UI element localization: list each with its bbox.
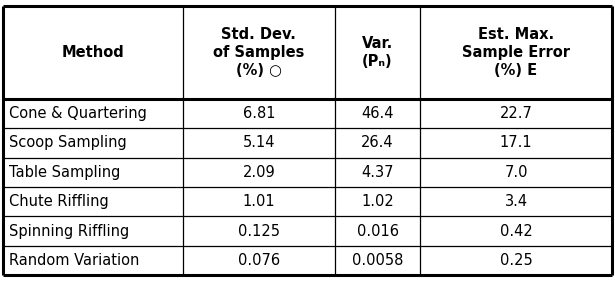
Text: 0.42: 0.42 — [499, 224, 533, 239]
Text: Est. Max.
Sample Error
(%) E: Est. Max. Sample Error (%) E — [462, 27, 570, 78]
Text: 26.4: 26.4 — [361, 135, 394, 150]
Text: 17.1: 17.1 — [500, 135, 533, 150]
Text: 0.25: 0.25 — [499, 253, 533, 268]
Text: Method: Method — [62, 45, 124, 60]
Text: 46.4: 46.4 — [361, 106, 394, 121]
Text: 22.7: 22.7 — [499, 106, 533, 121]
Text: Var.
(Pₙ): Var. (Pₙ) — [362, 36, 393, 69]
Text: 0.125: 0.125 — [238, 224, 280, 239]
Text: 2.09: 2.09 — [242, 165, 275, 180]
Text: Std. Dev.
of Samples
(%) ○: Std. Dev. of Samples (%) ○ — [213, 27, 304, 78]
Text: 0.0058: 0.0058 — [352, 253, 403, 268]
Text: 7.0: 7.0 — [504, 165, 528, 180]
Text: 0.076: 0.076 — [238, 253, 280, 268]
Text: 1.02: 1.02 — [361, 194, 394, 209]
Text: Cone & Quartering: Cone & Quartering — [9, 106, 147, 121]
Text: 3.4: 3.4 — [504, 194, 528, 209]
Text: 5.14: 5.14 — [242, 135, 275, 150]
Text: Spinning Riffling: Spinning Riffling — [9, 224, 130, 239]
Text: 1.01: 1.01 — [242, 194, 275, 209]
Text: 0.016: 0.016 — [357, 224, 399, 239]
Text: 4.37: 4.37 — [361, 165, 394, 180]
Text: Scoop Sampling: Scoop Sampling — [9, 135, 127, 150]
Text: Chute Riffling: Chute Riffling — [9, 194, 109, 209]
Text: 6.81: 6.81 — [242, 106, 275, 121]
Text: Random Variation: Random Variation — [9, 253, 140, 268]
Text: Table Sampling: Table Sampling — [9, 165, 121, 180]
